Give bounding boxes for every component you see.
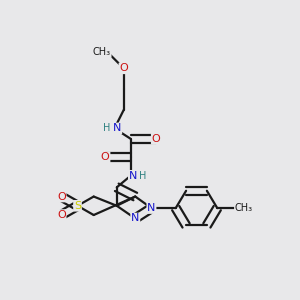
Text: N: N xyxy=(113,123,122,134)
Text: O: O xyxy=(57,191,66,202)
Text: S: S xyxy=(74,201,81,211)
Text: N: N xyxy=(147,203,156,213)
Text: O: O xyxy=(152,134,161,144)
Text: N: N xyxy=(131,214,140,224)
Text: O: O xyxy=(101,152,110,162)
Text: CH₃: CH₃ xyxy=(235,203,253,213)
Text: N: N xyxy=(129,171,137,181)
Text: O: O xyxy=(57,210,66,220)
Text: O: O xyxy=(119,63,128,73)
Text: H: H xyxy=(139,171,146,181)
Text: CH₃: CH₃ xyxy=(93,47,111,57)
Text: H: H xyxy=(103,123,110,134)
